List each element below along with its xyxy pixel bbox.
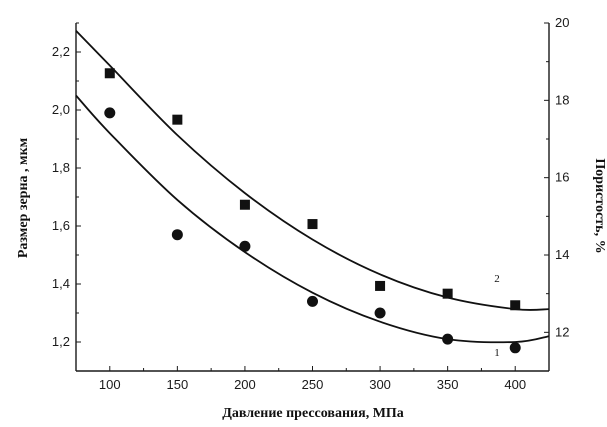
point-series-1 <box>509 342 521 354</box>
labels: 12 <box>494 273 500 359</box>
x-tick-label: 100 <box>99 377 121 392</box>
point-series-1 <box>374 307 386 319</box>
y2-tick-label: 18 <box>555 92 569 107</box>
point-series-1 <box>239 240 251 252</box>
y-tick-label: 1,4 <box>52 276 70 291</box>
y2-tick-label: 16 <box>555 170 569 185</box>
y-tick-label: 1,6 <box>52 218 70 233</box>
x-tick-label: 200 <box>234 377 256 392</box>
point-series-2 <box>510 300 521 311</box>
x-tick-label: 350 <box>437 377 459 392</box>
point-series-2 <box>172 114 183 125</box>
point-series-1 <box>171 229 183 241</box>
point-series-1 <box>104 107 116 119</box>
x-tick-label: 300 <box>369 377 391 392</box>
curve-label-1: 1 <box>494 347 500 359</box>
point-series-2 <box>104 68 115 79</box>
point-series-2 <box>442 288 453 299</box>
y-tick-label: 2,2 <box>52 44 70 59</box>
point-series-1 <box>442 333 454 345</box>
x-tick-label: 400 <box>504 377 526 392</box>
y2-tick-label: 12 <box>555 324 569 339</box>
axes <box>75 23 550 372</box>
point-series-1 <box>307 295 318 307</box>
y-tick-label: 1,2 <box>52 334 70 349</box>
x-tick-label: 150 <box>167 377 189 392</box>
fit-curve-1 <box>75 94 550 344</box>
ticks: 100 150 200 250 300 350 400 1,2 1,4 1,6 1,8 2,0 2,2 1… <box>52 15 570 392</box>
y-tick-label: 1,8 <box>52 160 70 175</box>
fit-curves <box>75 30 550 344</box>
point-series-2 <box>375 280 386 291</box>
fit-curve-2 <box>75 30 550 311</box>
y-tick-label: 2,0 <box>52 102 70 117</box>
y2-tick-label: 20 <box>555 15 569 30</box>
y-axis-label: Размер зерна , мкм <box>16 137 31 258</box>
x-axis-label: Давление прессования, МПа <box>222 406 404 421</box>
data-points <box>104 68 521 354</box>
curve-label-2: 2 <box>494 273 500 285</box>
point-series-2 <box>307 219 318 230</box>
x-tick-label: 250 <box>302 377 324 392</box>
y2-axis-label: Пористость, % <box>592 158 607 253</box>
point-series-2 <box>239 199 250 210</box>
y2-tick-label: 14 <box>555 247 569 262</box>
